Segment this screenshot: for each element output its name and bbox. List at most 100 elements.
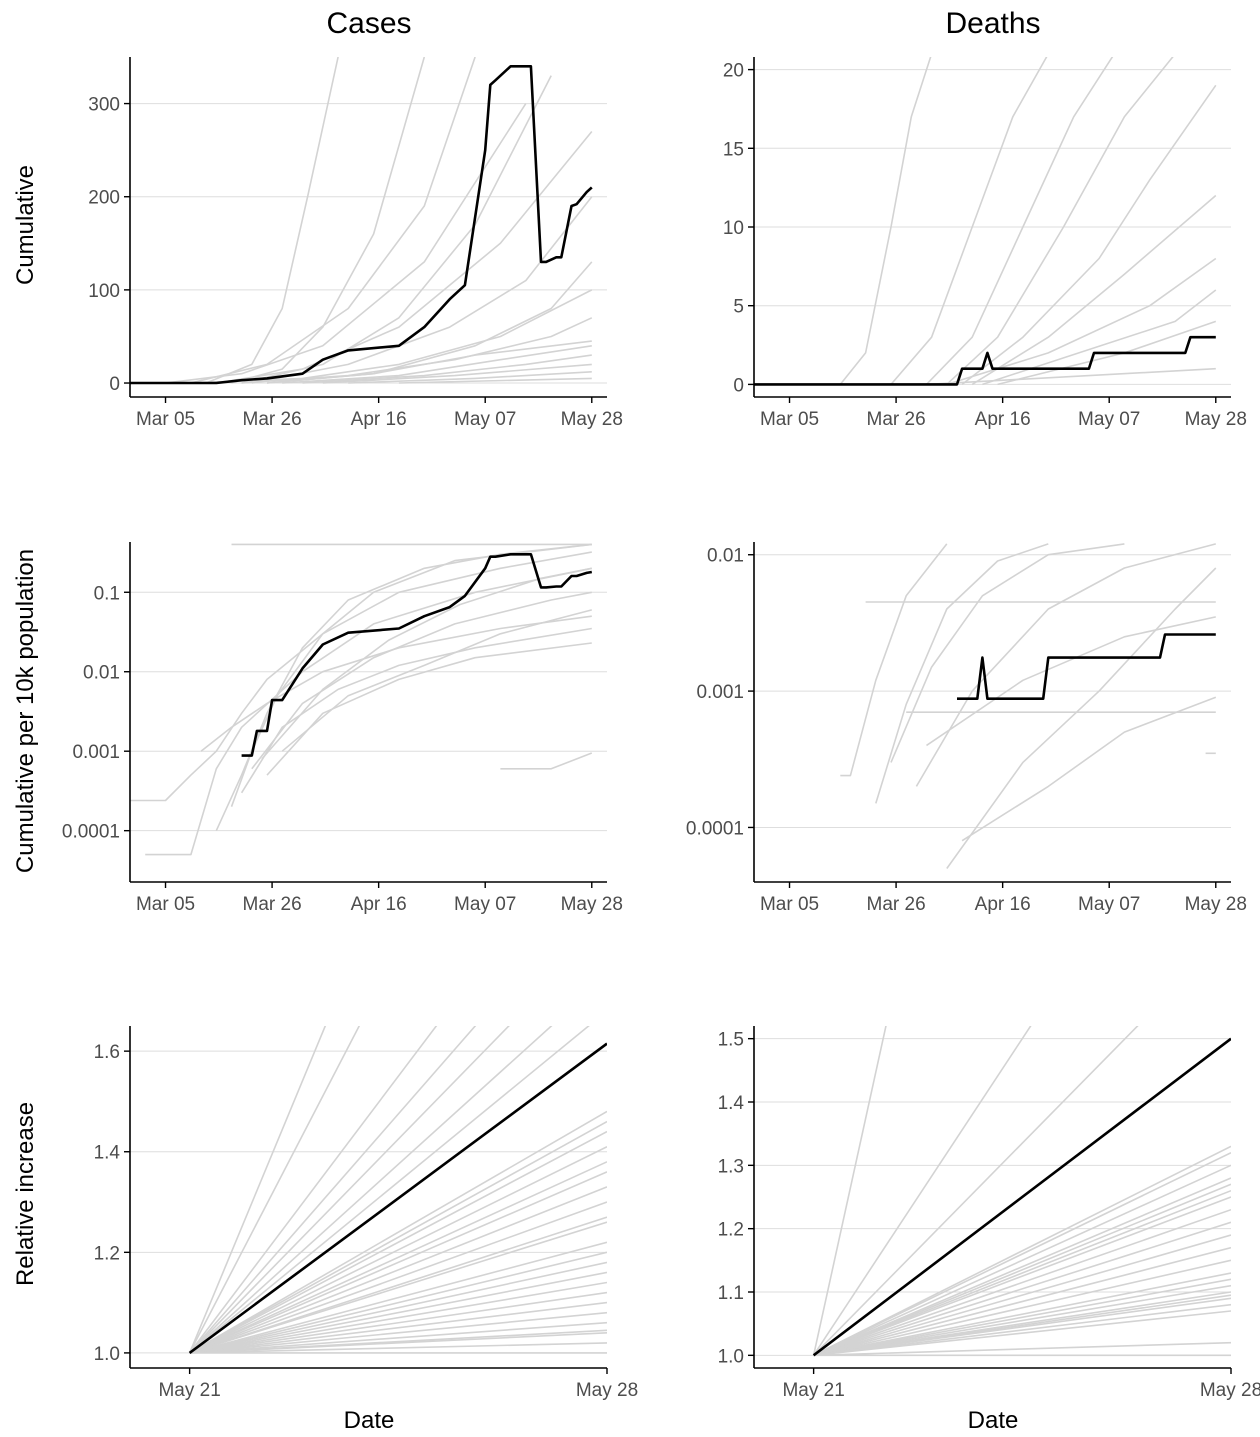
- background-series-line: [189, 1332, 607, 1354]
- x-tick-label: May 28: [561, 894, 623, 915]
- background-series-line: [813, 1259, 1231, 1357]
- background-series-line: [189, 1342, 607, 1354]
- panel-deaths-per10k: 0.0001 0.001 0.01 Mar 05 Mar 26 Apr 16 May 07 M…: [686, 542, 1247, 915]
- background-series-line: [890, 543, 1125, 763]
- y-tick-label: 1.3: [718, 1156, 744, 1177]
- y-tick-label: 1.4: [94, 1143, 121, 1164]
- x-tick-label: May 28: [1185, 894, 1247, 915]
- panel-deaths-relative: 1.0 1.1 1.2 1.3 1.4 1.5 May 21 May 28: [718, 1026, 1260, 1401]
- y-tick-label: 1.4: [718, 1093, 745, 1114]
- background-series-line: [266, 642, 592, 776]
- x-tick-label: May 28: [1200, 1380, 1260, 1401]
- column-title-cases: Cases: [326, 7, 411, 40]
- background-series-line: [925, 57, 1114, 385]
- background-series-line: [215, 543, 592, 832]
- background-series-line: [813, 1341, 1231, 1357]
- y-tick-label: 100: [88, 281, 120, 302]
- y-tick-label: 1.0: [718, 1346, 744, 1367]
- background-series-line: [926, 616, 1216, 747]
- y-tick-label: 0.0001: [686, 818, 744, 839]
- background-series-line: [500, 752, 593, 770]
- background-series-line: [189, 1321, 607, 1354]
- y-tick-label: 0.001: [72, 742, 120, 763]
- y-tick-label: 1.1: [718, 1283, 744, 1304]
- highlight-series-line: [188, 1042, 607, 1354]
- background-series-line: [813, 1278, 1231, 1357]
- background-series-line: [322, 363, 592, 384]
- background-series-line: [812, 1026, 1032, 1356]
- background-series-line: [813, 1026, 1139, 1356]
- y-tick-label: 1.2: [94, 1243, 120, 1264]
- background-series-line: [188, 1026, 438, 1354]
- x-tick-label: Apr 16: [351, 894, 407, 915]
- y-tick-label: 1.0: [94, 1344, 120, 1365]
- background-series-line: [241, 317, 593, 384]
- background-series-line: [813, 1246, 1231, 1357]
- y-tick-label: 0.01: [83, 663, 120, 684]
- background-series-line: [189, 1241, 607, 1354]
- background-series-line: [839, 57, 932, 385]
- background-series-line: [813, 1310, 1231, 1357]
- background-series-line: [189, 1281, 607, 1354]
- background-series-line: [890, 57, 1048, 385]
- x-tick-label: May 28: [1185, 409, 1247, 430]
- background-series-line: [946, 567, 1217, 869]
- row-title-cumulative: Cumulative: [12, 165, 39, 285]
- background-series-line: [302, 354, 592, 384]
- background-series-line: [189, 1145, 607, 1354]
- y-tick-label: 300: [88, 95, 120, 116]
- x-tick-label: Mar 05: [760, 409, 819, 430]
- background-series-line: [165, 103, 527, 384]
- x-axis-title-deaths: Date: [968, 1407, 1019, 1434]
- background-series-line: [189, 1026, 590, 1354]
- y-tick-label: 0: [733, 375, 744, 396]
- background-series-line: [813, 1196, 1231, 1357]
- background-series-line: [251, 196, 593, 384]
- background-series-line: [189, 1161, 607, 1354]
- background-series-line: [813, 1177, 1231, 1357]
- background-series-line: [961, 84, 1217, 386]
- y-tick-label: 5: [733, 297, 744, 318]
- x-tick-label: May 07: [454, 409, 516, 430]
- background-series-line: [145, 567, 592, 856]
- y-tick-label: 10: [723, 218, 744, 239]
- background-series-line: [398, 377, 592, 384]
- background-series-line: [216, 130, 593, 384]
- background-series-line: [189, 1301, 607, 1354]
- background-series-line: [189, 1261, 607, 1354]
- y-tick-label: 0: [109, 374, 120, 395]
- background-series-line: [281, 609, 593, 752]
- highlight-series-line: [130, 65, 593, 385]
- background-series-line: [813, 1284, 1231, 1357]
- x-tick-label: Mar 05: [760, 894, 819, 915]
- panel-cases-relative: 1.0 1.2 1.4 1.6 May 21 May 28: [94, 1026, 638, 1401]
- background-series-line: [189, 1026, 553, 1354]
- background-series-line: [813, 1272, 1231, 1357]
- background-series-line: [188, 1026, 327, 1354]
- background-series-line: [190, 289, 593, 384]
- panel-cases-cumulative: 0 100 200 300 Mar 05 Mar 26 Apr 16 May 07 May 28: [88, 57, 623, 430]
- x-tick-label: Mar 26: [867, 894, 926, 915]
- x-tick-label: May 21: [158, 1380, 220, 1401]
- row-title-per10k: Cumulative per 10k population: [12, 549, 39, 873]
- background-series-line: [231, 57, 426, 384]
- x-tick-label: May 07: [1078, 894, 1140, 915]
- background-series-line: [812, 1026, 887, 1356]
- background-series-line: [961, 696, 1217, 842]
- highlight-series-line: [241, 553, 593, 757]
- background-series-line: [251, 591, 592, 770]
- y-tick-label: 1.2: [718, 1220, 744, 1241]
- panel-cases-per10k: 0.0001 0.001 0.01 0.1 Mar 05 Mar 26 Apr 16 May …: [62, 542, 623, 915]
- background-series-line: [813, 1297, 1231, 1357]
- x-tick-label: Mar 26: [867, 409, 926, 430]
- background-series-line: [946, 57, 1174, 385]
- background-series-line: [261, 567, 592, 760]
- background-series-line: [813, 1145, 1231, 1357]
- background-series-line: [813, 1234, 1231, 1357]
- y-tick-label: 15: [723, 139, 744, 160]
- x-tick-label: May 07: [1078, 409, 1140, 430]
- x-axis-title-cases: Date: [344, 1407, 395, 1434]
- x-tick-label: May 21: [782, 1380, 844, 1401]
- x-tick-label: Apr 16: [975, 409, 1031, 430]
